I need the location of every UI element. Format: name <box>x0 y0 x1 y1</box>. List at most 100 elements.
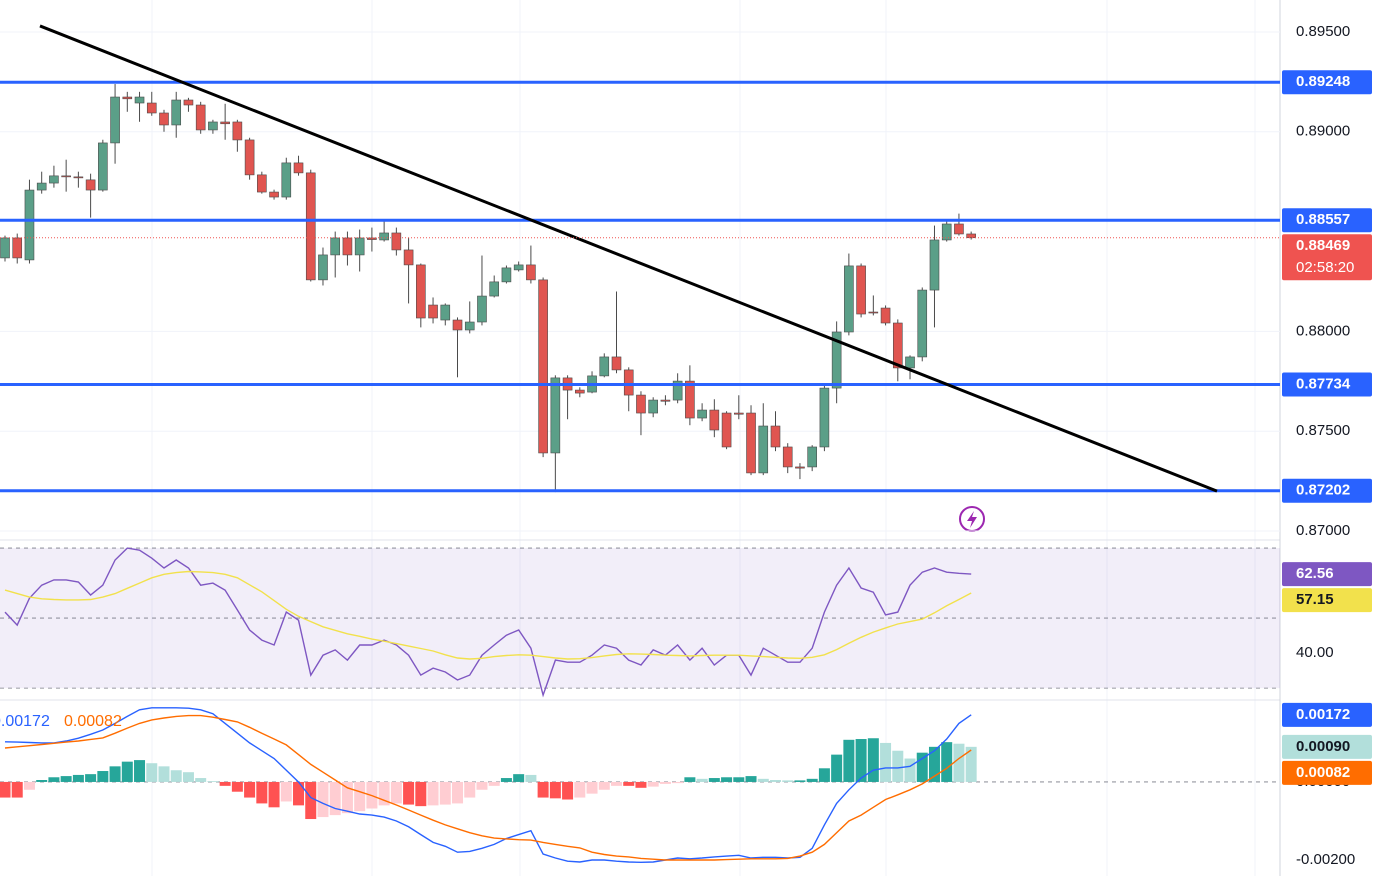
histogram-bar <box>782 780 794 782</box>
candle-body <box>550 377 561 454</box>
histogram-bar <box>305 781 317 820</box>
histogram-bar <box>121 761 133 782</box>
histogram-bar <box>623 781 635 786</box>
candle-body <box>379 232 389 241</box>
histogram-bar <box>513 774 525 782</box>
candle-body <box>477 295 487 323</box>
histogram-bar <box>880 742 892 782</box>
candle-body <box>599 356 610 377</box>
badge-label: 0.89248 <box>1296 73 1350 90</box>
candle-body <box>464 321 475 331</box>
candle-body <box>416 264 426 319</box>
badge-label: 0.00090 <box>1296 738 1350 755</box>
histogram-bar <box>0 781 11 798</box>
histogram-bar <box>36 780 48 782</box>
candle-body <box>844 265 854 333</box>
histogram-bar <box>659 781 671 784</box>
histogram-bar <box>439 781 451 805</box>
candle-body <box>134 96 145 104</box>
histogram-bar <box>23 781 35 790</box>
countdown-label: 02:58:20 <box>1296 259 1354 276</box>
histogram-bar <box>354 781 366 812</box>
candle-body <box>0 237 10 259</box>
histogram-bar <box>231 781 243 792</box>
indicator-line <box>4 707 972 864</box>
indicator-line <box>4 570 972 660</box>
histogram-bar <box>818 768 830 782</box>
candle-body <box>12 237 23 259</box>
histogram-bar <box>831 754 843 782</box>
candle-body <box>244 139 255 176</box>
candle-body <box>489 281 500 297</box>
histogram-bar <box>11 781 23 798</box>
histogram-bar <box>721 777 733 782</box>
histogram-bar <box>134 760 146 782</box>
indicator-line <box>4 714 972 861</box>
histogram-bar <box>928 746 940 782</box>
histogram-bar <box>170 770 182 782</box>
candle-body <box>73 176 84 179</box>
histogram-bar <box>745 776 757 782</box>
candle-body <box>269 191 279 198</box>
badge-label: 0.00082 <box>1296 764 1350 781</box>
candles <box>0 84 976 493</box>
candle-body <box>281 162 292 198</box>
candle-body <box>146 102 157 114</box>
trend-line <box>39 24 1218 493</box>
price-badge <box>1282 588 1372 613</box>
histogram-bar <box>586 781 598 794</box>
candle-body <box>452 319 463 331</box>
histogram-bar <box>916 752 928 782</box>
candle-body <box>501 267 512 283</box>
histogram-bar <box>843 739 855 782</box>
histogram-bar <box>464 781 476 798</box>
price-badge <box>1282 208 1372 233</box>
candle-body <box>672 380 683 401</box>
candle-body <box>721 412 732 448</box>
candle-body <box>795 466 805 469</box>
histogram-bar <box>611 781 622 786</box>
candle-body <box>917 289 928 358</box>
histogram-bar <box>892 750 904 782</box>
candle-body <box>318 254 328 281</box>
candle-body <box>929 239 940 291</box>
y-tick-label: 0.89500 <box>1296 23 1350 40</box>
candle-body <box>856 265 866 315</box>
candle-body <box>232 121 243 141</box>
candle-body <box>367 237 377 240</box>
y-tick-label: 0.87000 <box>1296 522 1350 539</box>
legend-value: 0.00172 <box>0 713 50 730</box>
histogram-bar <box>48 777 60 782</box>
candle-body <box>110 96 120 144</box>
histogram-bar <box>97 771 109 782</box>
candle-body <box>159 112 169 126</box>
histogram-bar <box>207 781 219 782</box>
histogram-bar <box>109 766 121 782</box>
price-badge <box>1282 70 1372 95</box>
candle-body <box>98 142 108 191</box>
histogram-bar <box>941 742 953 782</box>
histogram-bar <box>476 781 488 790</box>
histogram-bar <box>635 781 647 788</box>
alert-icon[interactable] <box>959 506 985 532</box>
candle-body <box>171 99 182 126</box>
histogram-bar <box>953 743 965 782</box>
histogram-bar <box>256 781 268 804</box>
price-badge <box>1282 760 1372 785</box>
legend-value: 0.00082 <box>64 713 122 730</box>
histogram-bar <box>500 778 512 782</box>
candle-body <box>782 446 793 468</box>
histogram-bar <box>525 774 537 782</box>
candle-body <box>526 264 536 281</box>
histogram-bar <box>562 781 574 800</box>
badge-label: 0.87734 <box>1296 375 1351 392</box>
candle-body <box>636 394 646 414</box>
histogram-bar <box>60 776 72 782</box>
histogram-bar <box>146 763 158 782</box>
y-tick-label: 0.89000 <box>1296 123 1350 140</box>
histogram-bar <box>158 766 170 782</box>
histogram-bar <box>684 777 696 782</box>
histogram-bar <box>733 777 745 782</box>
candle-body <box>330 237 341 256</box>
